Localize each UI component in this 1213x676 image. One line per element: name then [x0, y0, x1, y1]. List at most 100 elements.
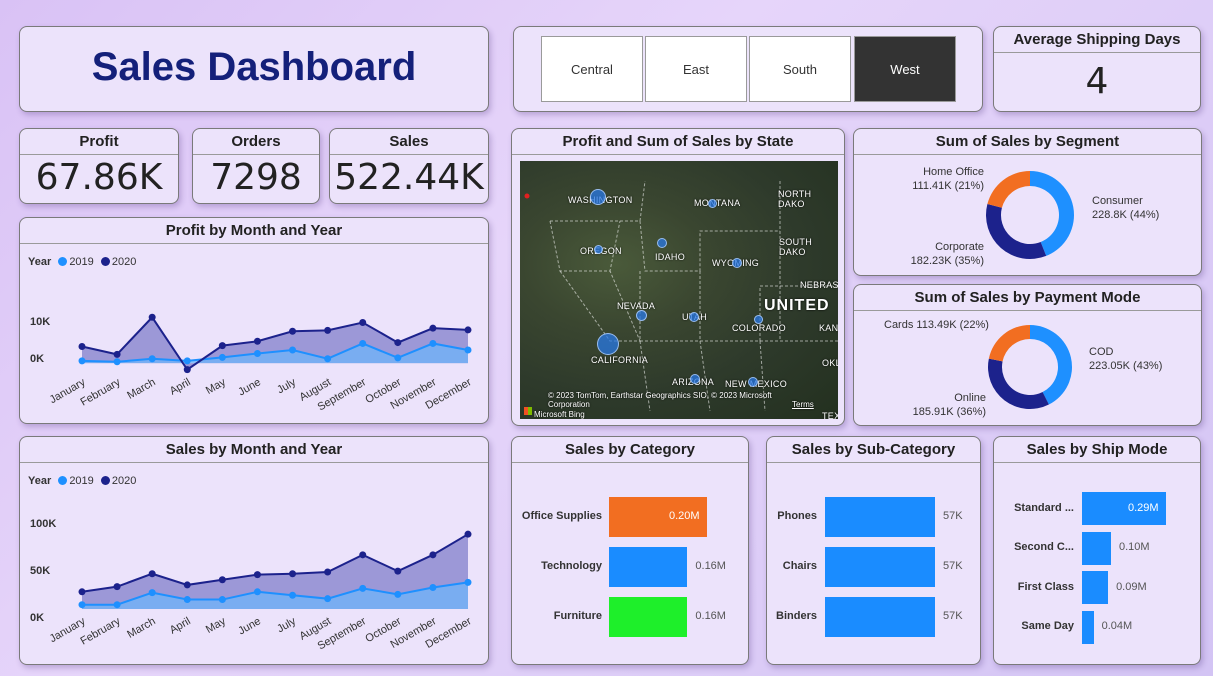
data-point[interactable]: [359, 339, 367, 347]
data-point[interactable]: [113, 358, 121, 366]
avg-shipping-card: Average Shipping Days 4: [993, 26, 1201, 112]
sales-by-month-chart: Sales by Month and Year Year 2019 2020 1…: [19, 436, 489, 665]
data-point[interactable]: [253, 349, 261, 357]
map-label-montana: MONTANA: [694, 198, 741, 208]
data-point[interactable]: [218, 342, 226, 350]
label-cards: Cards 113.49K (22%): [884, 318, 989, 332]
data-point[interactable]: [78, 343, 86, 351]
data-point[interactable]: [113, 583, 121, 591]
bar[interactable]: [1082, 531, 1111, 565]
bubble-nevada[interactable]: [636, 310, 647, 321]
data-point[interactable]: [464, 530, 472, 538]
data-point[interactable]: [394, 567, 402, 575]
data-point[interactable]: [429, 324, 437, 332]
data-point[interactable]: [324, 568, 332, 576]
bar[interactable]: [825, 547, 935, 587]
bubble-idaho[interactable]: [657, 238, 667, 248]
data-point[interactable]: [289, 570, 297, 578]
data-point[interactable]: [113, 350, 121, 358]
data-point[interactable]: [218, 576, 226, 584]
data-point[interactable]: [394, 354, 402, 362]
map-attribution: Microsoft Bing © 2023 TomTom, Earthstar …: [520, 391, 838, 419]
legend-2020-label: 2020: [111, 256, 137, 268]
map-label-united: UNITED: [764, 297, 830, 314]
bar[interactable]: [825, 597, 935, 637]
donut-slice-consumer[interactable]: [1030, 171, 1074, 256]
bubble-new-mexico[interactable]: [748, 377, 758, 387]
data-point[interactable]: [464, 346, 472, 354]
data-point[interactable]: [218, 353, 226, 361]
data-point[interactable]: [394, 590, 402, 598]
bar[interactable]: [609, 547, 688, 587]
sales-chart-title: Sales by Month and Year: [20, 437, 488, 463]
bar[interactable]: [1082, 610, 1094, 644]
label-corporate: Corporate 182.23K (35%): [900, 240, 984, 268]
state-map[interactable]: WASHINGTON MONTANA NORTH DAKO OREGON IDA…: [520, 161, 838, 419]
profit-title: Profit: [20, 129, 178, 155]
data-point[interactable]: [253, 337, 261, 345]
bubble-montana[interactable]: [708, 199, 717, 208]
data-point[interactable]: [429, 584, 437, 591]
slicer-west-button[interactable]: West: [854, 36, 956, 102]
data-point[interactable]: [324, 355, 332, 363]
data-point[interactable]: [253, 588, 261, 596]
data-point[interactable]: [359, 551, 367, 559]
data-point[interactable]: [289, 327, 297, 335]
shipmode-bar-card: Sales by Ship Mode Standard ... 0.29M Seco…: [993, 436, 1201, 665]
bar[interactable]: [1082, 492, 1166, 525]
slicer-east-button[interactable]: East: [645, 36, 747, 102]
data-point[interactable]: [359, 319, 367, 327]
donut-slice-home-office[interactable]: [987, 171, 1030, 208]
bubble-arizona[interactable]: [690, 374, 700, 384]
data-point[interactable]: [253, 571, 261, 579]
data-point[interactable]: [324, 595, 332, 603]
slicer-central-button[interactable]: Central: [541, 36, 643, 102]
bar[interactable]: [609, 497, 707, 537]
data-point[interactable]: [218, 596, 226, 604]
terms-link[interactable]: Terms: [792, 400, 814, 409]
data-point[interactable]: [289, 346, 297, 354]
donut-slice-cards[interactable]: [988, 325, 1030, 362]
sales-card: Sales 522.44K: [329, 128, 489, 204]
orders-card: Orders 7298: [192, 128, 320, 204]
data-point[interactable]: [78, 588, 86, 596]
x-tick-label: March: [125, 615, 157, 641]
data-point[interactable]: [394, 339, 402, 347]
data-point[interactable]: [183, 581, 191, 589]
bubble-oregon[interactable]: [594, 245, 603, 254]
slicer-south-button[interactable]: South: [749, 36, 851, 102]
data-point[interactable]: [429, 551, 437, 559]
bar[interactable]: [1082, 571, 1109, 604]
donut-slice-cod[interactable]: [1030, 325, 1072, 405]
data-point[interactable]: [324, 326, 332, 334]
bar[interactable]: [825, 497, 935, 537]
data-point[interactable]: [289, 591, 297, 599]
data-point[interactable]: [359, 584, 367, 592]
bubble-colorado[interactable]: [754, 315, 763, 324]
bubble-california[interactable]: [597, 333, 619, 355]
data-point[interactable]: [78, 601, 86, 609]
cards-name: Cards 113.49K (22%): [884, 319, 989, 331]
bar[interactable]: [609, 597, 688, 637]
data-point[interactable]: [78, 357, 86, 365]
data-point[interactable]: [183, 366, 191, 374]
payment-donut-card: Sum of Sales by Payment Mode Cards 113.4…: [853, 284, 1202, 426]
data-point[interactable]: [148, 589, 156, 597]
data-point[interactable]: [464, 578, 472, 586]
segment-chart-title: Sum of Sales by Segment: [854, 129, 1201, 155]
bubble-washington[interactable]: [590, 189, 606, 205]
sales-title: Sales: [330, 129, 488, 155]
data-point[interactable]: [183, 357, 191, 365]
data-point[interactable]: [148, 313, 156, 321]
data-point[interactable]: [429, 339, 437, 347]
bubble-wyoming[interactable]: [732, 258, 742, 268]
data-point[interactable]: [113, 601, 121, 609]
bubble-utah[interactable]: [689, 312, 699, 322]
donut-slice-online[interactable]: [988, 358, 1049, 409]
data-point[interactable]: [148, 570, 156, 578]
data-point[interactable]: [183, 596, 191, 604]
data-point[interactable]: [464, 326, 472, 334]
donut-slice-corporate[interactable]: [986, 204, 1047, 259]
bar-value-label: 0.16M: [695, 610, 726, 622]
data-point[interactable]: [148, 355, 156, 363]
